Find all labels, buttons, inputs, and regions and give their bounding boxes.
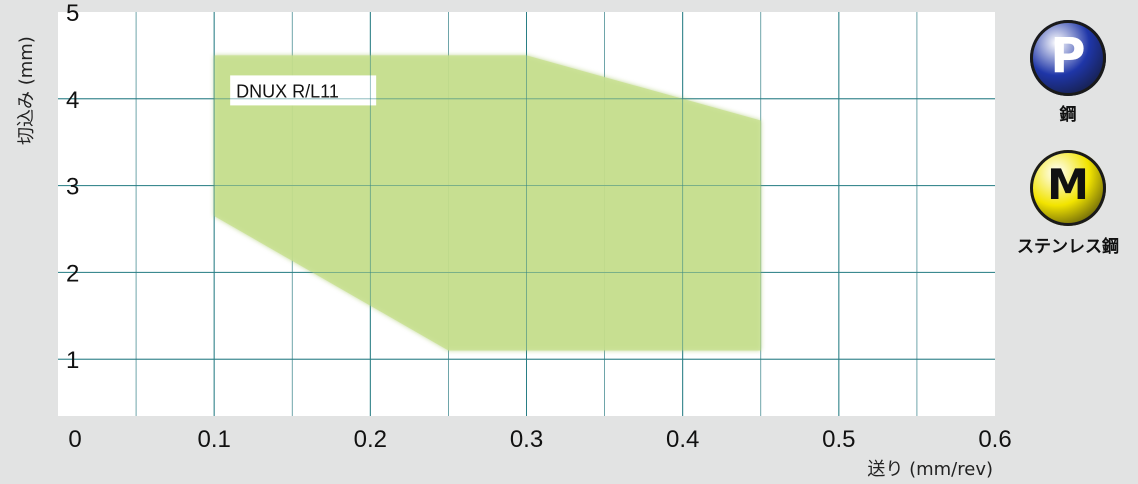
operating-region (214, 55, 761, 351)
y-axis-title: 切込み (mm) (16, 36, 37, 145)
series-label: DNUX R/L11 (230, 75, 377, 106)
p-badge-letter: P (1050, 28, 1086, 84)
y-tick-label: 5 (66, 0, 79, 27)
m-badge-letter: M (1047, 160, 1089, 209)
y-tick-label: 1 (66, 347, 79, 374)
x-tick-label: 0.6 (978, 426, 1011, 453)
x-tick-label: 0.3 (510, 426, 543, 453)
region-layer: DNUX R/L11 (58, 12, 995, 416)
y-tick-label: 3 (66, 174, 79, 201)
x-tick-label: 0.2 (354, 426, 387, 453)
x-tick-label: 0.5 (822, 426, 855, 453)
series-label-text: DNUX R/L11 (236, 81, 339, 101)
tick-layer: 0.1 0.2 0.3 0.4 0.5 0.6 1 2 3 4 5 (66, 0, 1012, 453)
m-material-label: ステンレス鋼 (1017, 237, 1119, 257)
p-material-label: 鋼 (1059, 105, 1077, 125)
x-tick-label: 0.1 (197, 426, 230, 453)
p-badge-circle: P (1030, 20, 1106, 96)
x-tick-label: 0.4 (666, 426, 699, 453)
series-label-box (230, 75, 377, 106)
y-tick-label: 4 (66, 87, 79, 114)
x-axis-title: 送り (mm/rev) (867, 459, 993, 480)
origin-label: 0 (68, 426, 81, 453)
y-tick-label: 2 (66, 260, 79, 287)
m-badge-circle: M (1030, 150, 1106, 226)
